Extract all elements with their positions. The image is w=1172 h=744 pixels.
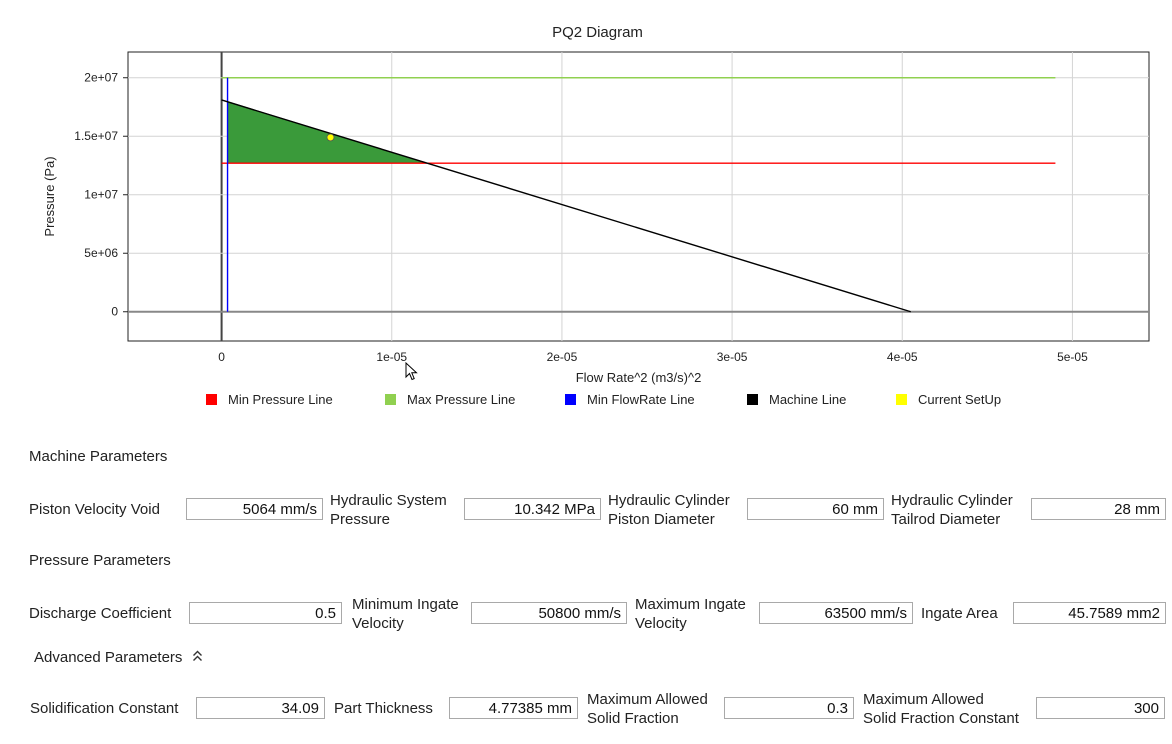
- y-axis-label: Pressure (Pa): [42, 156, 57, 236]
- label-line: Hydraulic Cylinder: [891, 492, 1013, 509]
- legend-label: Current SetUp: [918, 392, 1002, 407]
- ingate-area-label: Ingate Area: [921, 605, 998, 622]
- label-line: Pressure: [330, 511, 391, 528]
- legend-item-max-pressure: Max Pressure Line: [385, 392, 515, 407]
- legend-swatch: [565, 394, 576, 405]
- y-tick-label: 0: [111, 305, 118, 319]
- label-line: Piston Diameter: [608, 511, 715, 528]
- x-tick-label: 3e-05: [717, 350, 748, 364]
- label-line: Maximum Allowed: [863, 691, 984, 708]
- x-axis-label: Flow Rate^2 (m3/s)^2: [576, 370, 702, 385]
- y-tick-label: 2e+07: [84, 71, 118, 85]
- legend-swatch: [385, 394, 396, 405]
- pq2-chart: PQ2 Diagram 0 1e-05 2e-05 3e-05 4e-05 5e-05 0 5e…: [42, 24, 1150, 385]
- legend-item-machine-line: Machine Line: [747, 392, 846, 407]
- y-tick-label: 1e+07: [84, 188, 118, 202]
- label-line: Velocity: [635, 615, 687, 632]
- legend-label: Machine Line: [769, 392, 847, 407]
- max-solid-fraction-label: Maximum Allowed Solid Fraction: [587, 690, 708, 728]
- mouse-cursor-icon: [405, 361, 419, 387]
- advanced-parameters-title: Advanced Parameters: [34, 649, 183, 666]
- legend-item-current-setup: Current SetUp: [896, 392, 1001, 407]
- piston-velocity-label: Piston Velocity Void: [29, 501, 160, 518]
- label-line: Maximum Allowed: [587, 691, 708, 708]
- max-solid-fraction-constant-input[interactable]: 300: [1036, 697, 1165, 719]
- legend-item-min-flowrate: Min FlowRate Line: [565, 392, 695, 407]
- x-tick-label: 1e-05: [376, 350, 407, 364]
- pressure-parameters-title: Pressure Parameters: [29, 552, 171, 569]
- max-solid-fraction-constant-label: Maximum Allowed Solid Fraction Constant: [863, 690, 1019, 728]
- legend-label: Max Pressure Line: [407, 392, 516, 407]
- part-thickness-input[interactable]: 4.77385 mm: [449, 697, 578, 719]
- chart-svg: PQ2 Diagram 0 1e-05 2e-05 3e-05 4e-05 5e-05 0 5e…: [42, 24, 1150, 385]
- legend-swatch: [896, 394, 907, 405]
- advanced-parameters-toggle[interactable]: Advanced Parameters: [34, 649, 203, 666]
- y-tick-label: 5e+06: [84, 246, 118, 260]
- piston-velocity-input[interactable]: 5064 mm/s: [186, 498, 323, 520]
- piston-diameter-label: Hydraulic Cylinder Piston Diameter: [608, 491, 730, 529]
- max-solid-fraction-input[interactable]: 0.3: [724, 697, 854, 719]
- legend-label: Min Pressure Line: [228, 392, 333, 407]
- label-line: Hydraulic Cylinder: [608, 492, 730, 509]
- discharge-coefficient-label: Discharge Coefficient: [29, 605, 172, 622]
- label-line: Minimum Ingate: [352, 596, 459, 613]
- x-tick-label: 5e-05: [1057, 350, 1088, 364]
- x-tick-label: 4e-05: [887, 350, 918, 364]
- min-ingate-velocity-label: Minimum Ingate Velocity: [352, 595, 459, 633]
- legend-swatch: [206, 394, 217, 405]
- discharge-coefficient-input[interactable]: 0.5: [189, 602, 342, 624]
- tailrod-diameter-label: Hydraulic Cylinder Tailrod Diameter: [891, 491, 1013, 529]
- label-line: Tailrod Diameter: [891, 511, 1001, 528]
- piston-diameter-input[interactable]: 60 mm: [747, 498, 884, 520]
- hydraulic-pressure-input[interactable]: 10.342 MPa: [464, 498, 601, 520]
- label-line: Maximum Ingate: [635, 596, 746, 613]
- legend-swatch: [747, 394, 758, 405]
- x-tick-label: 0: [218, 350, 225, 364]
- solidification-constant-input[interactable]: 34.09: [196, 697, 325, 719]
- label-line: Solid Fraction Constant: [863, 710, 1019, 727]
- label-line: Solid Fraction: [587, 710, 679, 727]
- x-tick-label: 2e-05: [547, 350, 578, 364]
- solidification-constant-label: Solidification Constant: [30, 700, 179, 717]
- ingate-area-input[interactable]: 45.7589 mm2: [1013, 602, 1166, 624]
- label-line: Hydraulic System: [330, 492, 447, 509]
- machine-parameters-title: Machine Parameters: [29, 448, 168, 465]
- hydraulic-pressure-label: Hydraulic System Pressure: [330, 491, 447, 529]
- legend-item-min-pressure: Min Pressure Line: [206, 392, 333, 407]
- series-line-machine-line: [221, 99, 911, 313]
- max-ingate-velocity-label: Maximum Ingate Velocity: [635, 595, 746, 633]
- chart-legend: Min Pressure Line Max Pressure Line Min …: [0, 392, 1172, 412]
- part-thickness-label: Part Thickness: [334, 700, 433, 717]
- legend-label: Min FlowRate Line: [587, 392, 695, 407]
- series-point-current-setup: [326, 133, 335, 142]
- tailrod-diameter-input[interactable]: 28 mm: [1031, 498, 1166, 520]
- label-line: Velocity: [352, 615, 404, 632]
- y-tick-label: 1.5e+07: [74, 129, 118, 143]
- plot-area: [127, 51, 1150, 342]
- min-ingate-velocity-input[interactable]: 50800 mm/s: [471, 602, 627, 624]
- double-chevron-up-icon[interactable]: [192, 650, 203, 665]
- max-ingate-velocity-input[interactable]: 63500 mm/s: [759, 602, 913, 624]
- chart-title: PQ2 Diagram: [552, 24, 643, 41]
